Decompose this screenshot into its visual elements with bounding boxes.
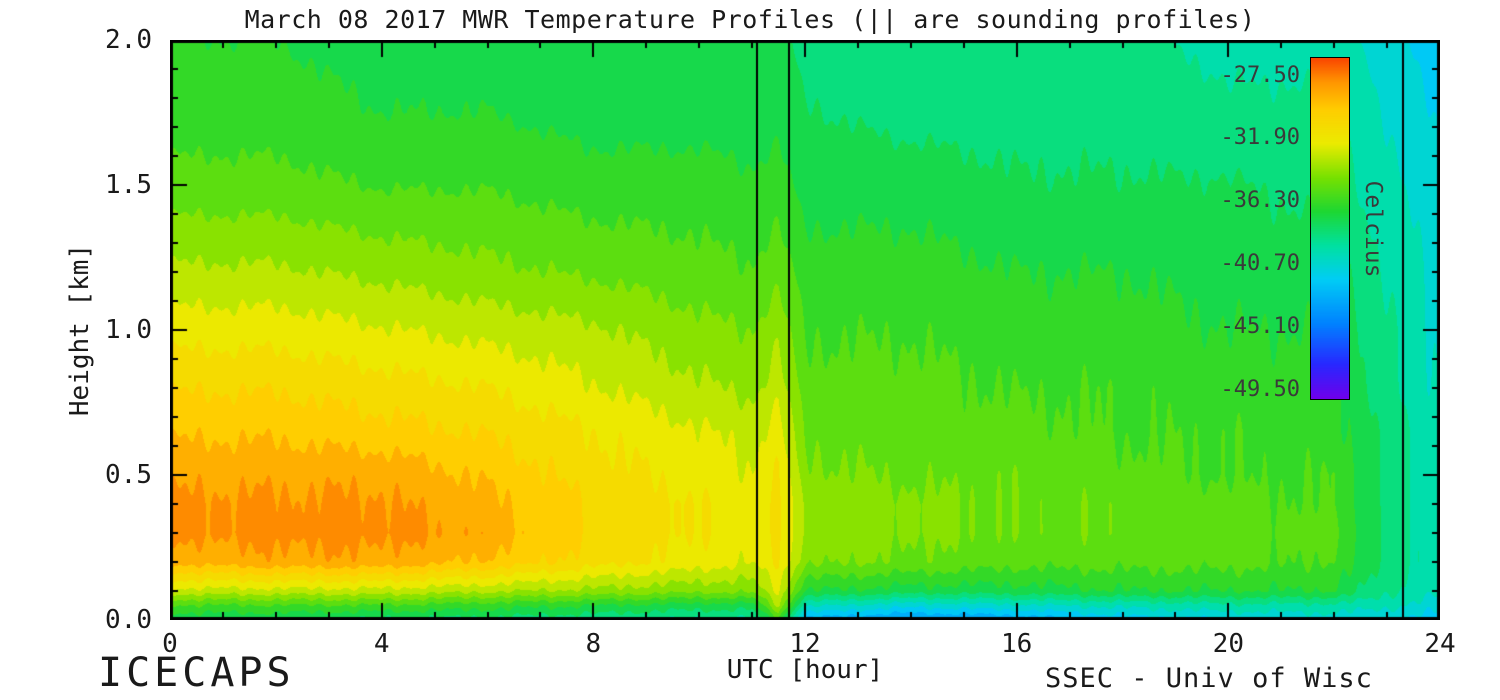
heatmap-canvas [170, 40, 1440, 620]
x-tick-labels: 0 4 8 12 16 20 24 [0, 629, 1500, 659]
y-tick-label: 1.5 [105, 170, 152, 200]
colorbar-tick-label: -31.90 [1220, 125, 1300, 151]
footer-icecaps: ICECAPS [98, 650, 295, 696]
colorbar [1310, 57, 1350, 400]
x-tick-label: 8 [585, 629, 602, 659]
plot-area [170, 40, 1440, 620]
x-axis-label: UTC [hour] [726, 655, 884, 685]
footer-ssec: SSEC - Univ of Wisc [1045, 663, 1373, 694]
colorbar-tick-label: -49.50 [1220, 376, 1300, 402]
y-tick-label: 2.0 [105, 25, 152, 55]
x-tick-label: 20 [1212, 629, 1244, 659]
colorbar-tick-label: -45.10 [1220, 314, 1300, 340]
colorbar-tick-label: -36.30 [1220, 188, 1300, 214]
y-tick-label: 0.5 [105, 460, 152, 490]
x-tick-label: 4 [373, 629, 390, 659]
colorbar-canvas [1311, 58, 1349, 399]
x-tick-label: 24 [1424, 629, 1456, 659]
y-tick-label: 0.0 [105, 605, 152, 635]
x-tick-label: 12 [789, 629, 821, 659]
colorbar-tick-label: -40.70 [1220, 251, 1300, 277]
chart-title: March 08 2017 MWR Temperature Profiles (… [244, 5, 1256, 34]
x-tick-label: 0 [162, 629, 178, 659]
y-tick-labels: 0.0 0.5 1.0 1.5 2.0 [0, 0, 170, 700]
y-tick-label: 1.0 [105, 315, 152, 345]
colorbar-tick-label: -27.50 [1220, 62, 1300, 88]
colorbar-label: Celcius [1360, 180, 1386, 278]
x-tick-label: 16 [1001, 629, 1033, 659]
